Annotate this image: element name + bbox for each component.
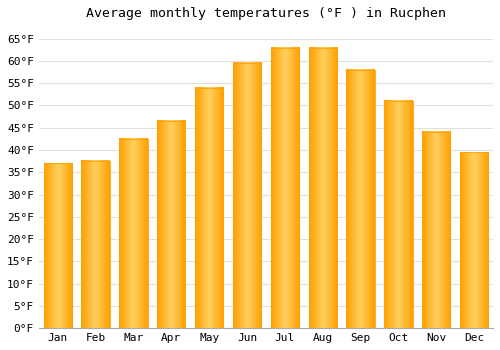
Bar [384,101,412,328]
Bar [82,161,110,328]
Bar [233,63,261,328]
Bar [195,88,224,328]
Bar [460,152,488,328]
Bar [44,163,72,328]
Bar [346,70,375,328]
Bar [157,121,186,328]
Title: Average monthly temperatures (°F ) in Rucphen: Average monthly temperatures (°F ) in Ru… [86,7,446,20]
Bar [270,48,299,328]
Bar [119,139,148,328]
Bar [308,48,337,328]
Bar [422,132,450,328]
